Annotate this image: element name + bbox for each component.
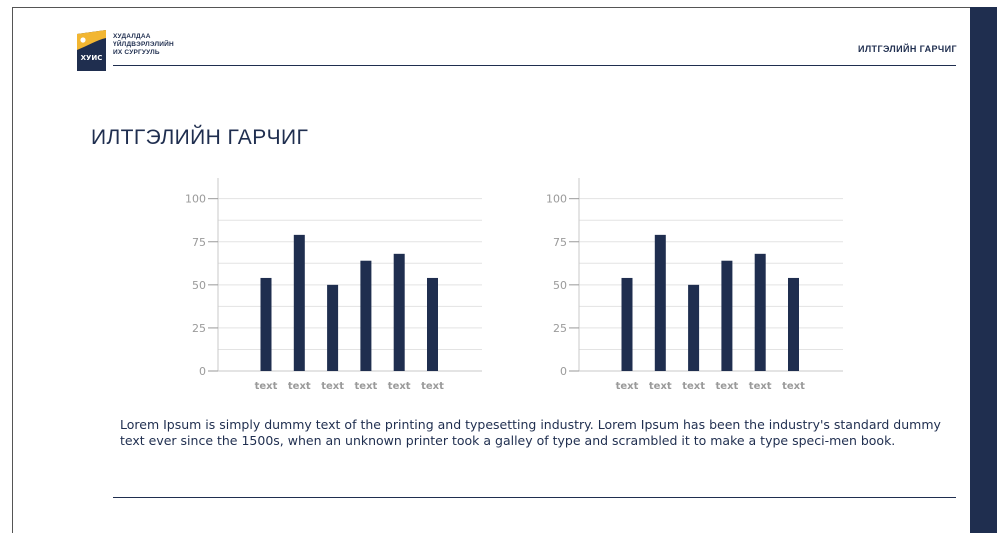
bar-chart-right: 0 25 50 75 100 text text text text text text: [546, 178, 843, 392]
bar: [393, 253, 405, 371]
right-accent-bar: [970, 7, 997, 533]
logo-text: ХУИС: [81, 54, 103, 62]
x-tick-label: text: [388, 381, 411, 392]
footer-divider: [113, 497, 956, 498]
y-tick-label: 25: [192, 322, 206, 335]
x-tick-label: text: [716, 381, 739, 392]
university-name: ХУДАЛДАА ҮЙЛДВЭРЛЭЛИЙН ИХ СУРГУУЛЬ: [113, 33, 174, 57]
bar: [327, 284, 339, 371]
body-paragraph: Lorem Ipsum is simply dummy text of the …: [120, 417, 941, 448]
header-title: ИЛТГЭЛИЙН ГАРЧИГ: [857, 44, 957, 54]
x-tick-label: text: [321, 381, 344, 392]
y-tick-label: 0: [199, 365, 206, 378]
x-tick-label: text: [782, 381, 805, 392]
y-tick-label: 75: [192, 236, 206, 249]
university-name-line: ИХ СУРГУУЛЬ: [113, 49, 160, 56]
y-tick-label: 0: [560, 365, 567, 378]
bar: [788, 277, 799, 371]
bar: [260, 277, 272, 371]
x-tick-label: text: [288, 381, 311, 392]
header-divider: [113, 65, 956, 66]
y-tick-label: 100: [185, 193, 206, 206]
university-logo: ХУИС: [77, 30, 106, 71]
bar: [621, 277, 633, 371]
bar: [360, 260, 372, 371]
y-tick-label: 50: [192, 279, 206, 292]
university-name-line: ХУДАЛДАА: [113, 33, 151, 40]
y-tick-label: 25: [553, 322, 567, 335]
y-tick-label: 75: [553, 236, 567, 249]
x-tick-label: text: [682, 381, 705, 392]
x-tick-label: text: [749, 381, 772, 392]
bar: [427, 277, 438, 371]
bar: [688, 284, 700, 371]
university-name-line: ҮЙЛДВЭРЛЭЛИЙН: [113, 41, 174, 48]
y-tick-label: 50: [553, 279, 567, 292]
bar: [293, 234, 305, 371]
bar: [654, 234, 666, 371]
x-tick-label: text: [616, 381, 639, 392]
bar: [754, 253, 766, 371]
bar-chart-left: 0 25 50 75 100 text text text text text text: [185, 178, 482, 392]
x-tick-label: text: [649, 381, 672, 392]
x-tick-label: text: [255, 381, 278, 392]
x-tick-label: text: [421, 381, 444, 392]
page-title: ИЛТГЭЛИЙН ГАРЧИГ: [91, 126, 309, 149]
bar: [721, 260, 733, 371]
slide: [12, 7, 997, 533]
y-tick-label: 100: [546, 193, 567, 206]
x-tick-label: text: [355, 381, 378, 392]
